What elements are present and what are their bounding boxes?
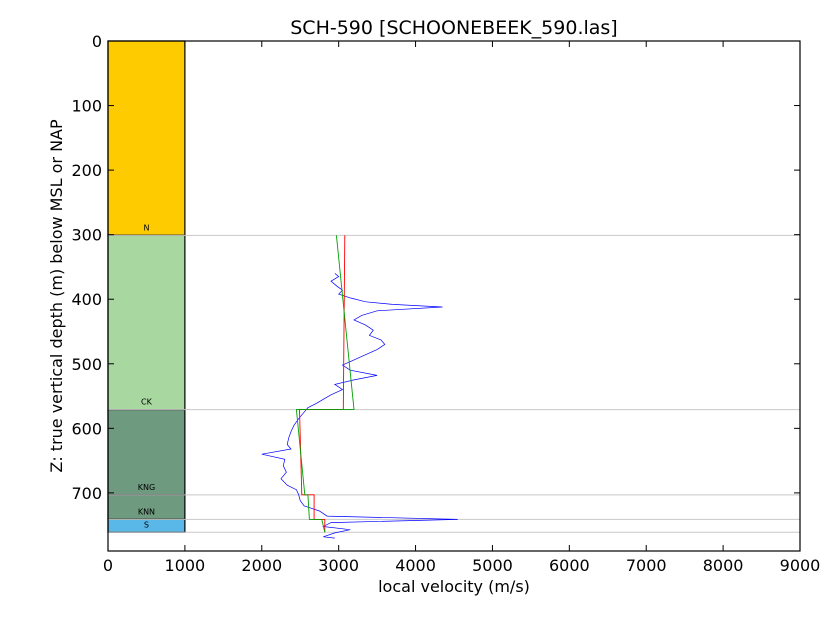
y-axis-label: Z: true vertical depth (m) below MSL or …: [47, 119, 66, 473]
formation-knn: [107, 494, 186, 520]
y-tick-label: 700: [71, 484, 102, 503]
chart-title: SCH-590 [SCHOONEBEEK_590.las]: [290, 17, 617, 39]
x-tick-label: 2000: [241, 556, 282, 575]
x-tick-label: 7000: [626, 556, 667, 575]
x-tick-label: 3000: [318, 556, 359, 575]
series-line-0: [261, 273, 458, 539]
formation-label: N: [143, 223, 149, 232]
formation-label: S: [144, 520, 149, 529]
x-tick-label: 6000: [549, 556, 590, 575]
y-tick-label: 0: [92, 32, 102, 51]
y-tick-label: 600: [71, 419, 102, 438]
x-tick-label: 4000: [395, 556, 436, 575]
y-tick-label: 500: [71, 355, 102, 374]
y-tick-label: 100: [71, 97, 102, 116]
x-tick-label: 9000: [780, 556, 821, 575]
x-tick-label: 0: [103, 556, 113, 575]
formation-column: N CK KNG KNN S: [107, 40, 186, 533]
series-layer: [261, 235, 458, 539]
x-tick-label: 5000: [472, 556, 513, 575]
x-tick-label: 1000: [165, 556, 206, 575]
y-tick-label: 400: [71, 290, 102, 309]
formation-ck: [107, 234, 186, 411]
formation-label: KNG: [138, 483, 155, 492]
plot-frame: [107, 40, 801, 552]
y-tick-label: 300: [71, 226, 102, 245]
formation-kng: [107, 409, 186, 496]
y-tick-label: 200: [71, 161, 102, 180]
series-line-2: [295, 235, 355, 533]
formation-label: KNN: [138, 507, 155, 516]
formation-n: [107, 40, 186, 236]
formation-label: CK: [141, 398, 153, 407]
y-axis: 0 100 200 300 400 500 600 700: [71, 32, 800, 503]
formation-top-lines: [108, 234, 800, 533]
x-axis-label: local velocity (m/s): [378, 577, 530, 596]
x-axis: 0 1000 2000 3000 4000 5000 6000 7000 8000 9000: [103, 41, 820, 575]
x-tick-label: 8000: [703, 556, 744, 575]
